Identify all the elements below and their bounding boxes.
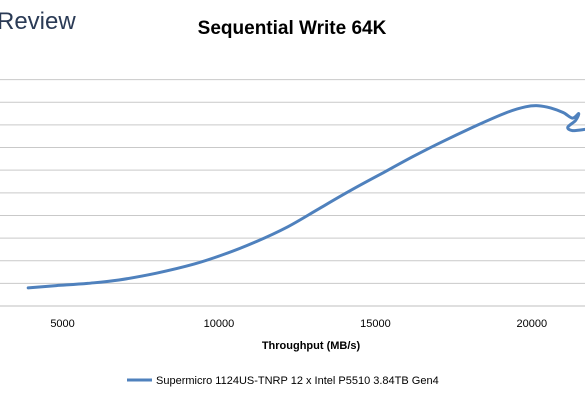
x-tick-label: 10000 — [204, 318, 235, 330]
x-axis-label: Throughput (MB/s) — [262, 340, 361, 352]
x-tick-label: 15000 — [360, 318, 391, 330]
series-line — [26, 104, 585, 290]
x-tick-label: 20000 — [517, 318, 548, 330]
x-tick-label: 5000 — [50, 318, 74, 330]
plot-gridlines — [0, 79, 585, 307]
chart-title: Sequential Write 64K — [198, 18, 387, 39]
brand-logo: Review — [0, 8, 76, 35]
legend-label: Supermicro 1124US-TNRP 12 x Intel P5510 … — [156, 375, 439, 387]
legend: Supermicro 1124US-TNRP 12 x Intel P5510 … — [127, 375, 439, 387]
x-axis-ticks: 5000 10000 15000 20000 — [50, 318, 547, 330]
series-layer — [26, 104, 585, 290]
